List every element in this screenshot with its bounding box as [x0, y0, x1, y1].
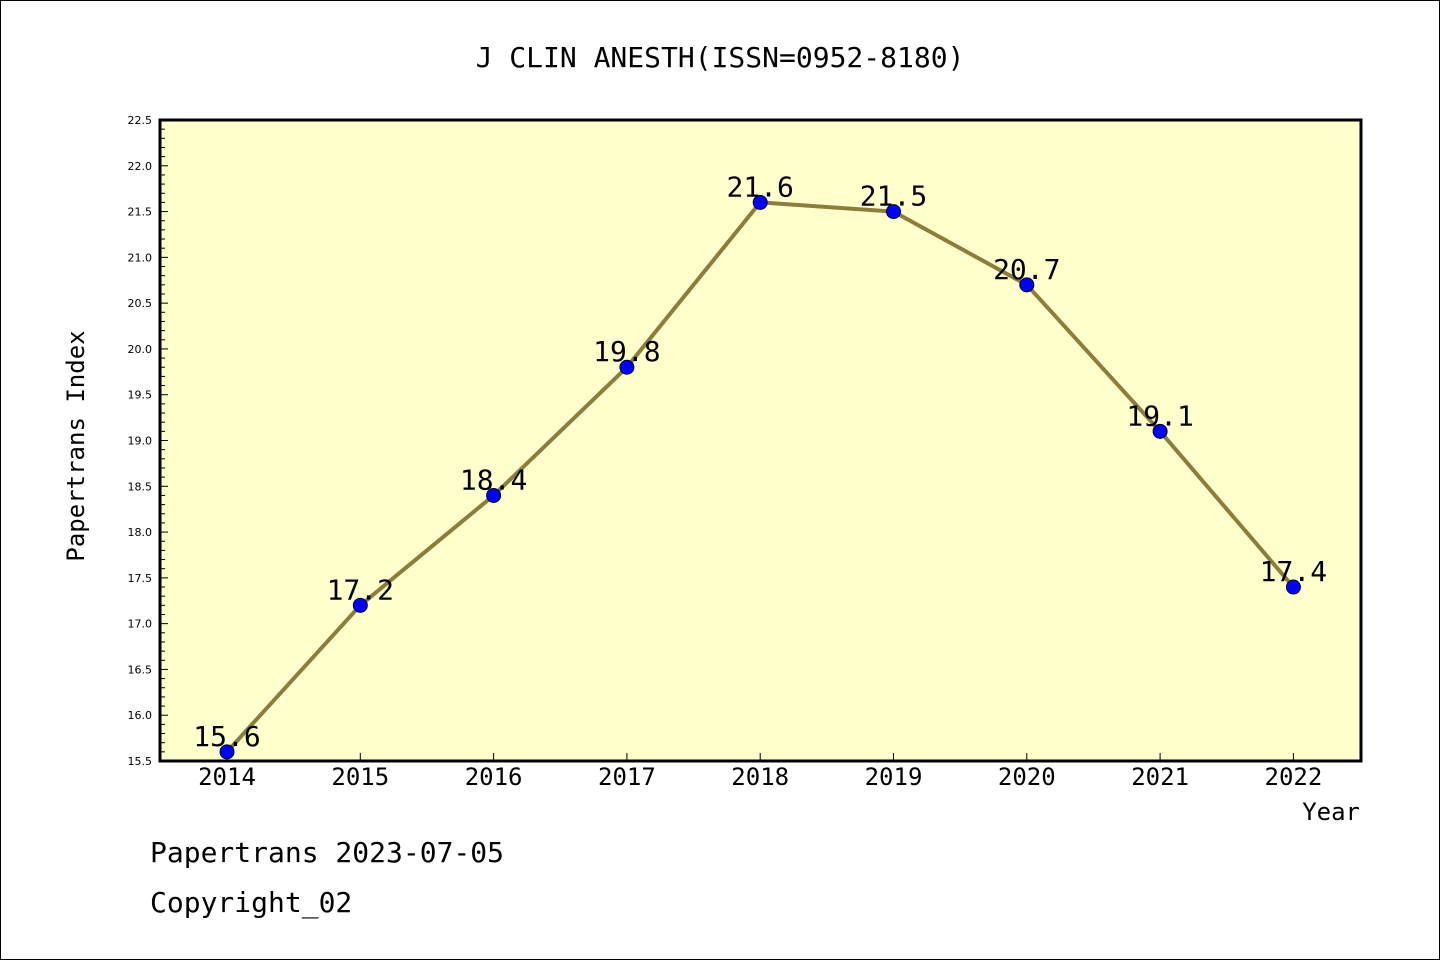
x-tick-label: 2016 — [465, 763, 523, 791]
data-label: 21.6 — [726, 170, 793, 203]
data-label: 19.1 — [1126, 399, 1193, 432]
y-tick-label: 18.0 — [128, 526, 153, 539]
y-tick-label: 20.5 — [128, 297, 153, 310]
x-tick-label: 2021 — [1131, 763, 1189, 791]
plot-area — [158, 118, 1363, 763]
y-tick-label: 19.5 — [128, 389, 153, 402]
x-tick-label: 2019 — [865, 763, 923, 791]
y-tick-label: 17.0 — [128, 618, 153, 631]
y-tick-label: 22.0 — [128, 160, 153, 173]
series-group: 15.6 17.2 18.4 19.8 21.6 21.5 20.7 19.1 17.4 — [193, 170, 1327, 760]
y-tick-label: 17.5 — [128, 572, 153, 585]
x-tick-label: 2015 — [331, 763, 389, 791]
chart-title: J CLIN ANESTH(ISSN=0952-8180) — [476, 41, 965, 74]
footer-date: Papertrans 2023-07-05 — [150, 836, 505, 869]
x-tick-label: 2017 — [598, 763, 656, 791]
x-tick-label: 2022 — [1265, 763, 1323, 791]
x-tick-label: 2020 — [998, 763, 1056, 791]
data-label: 20.7 — [993, 253, 1060, 286]
data-label: 21.5 — [860, 180, 927, 213]
data-point — [352, 597, 368, 613]
y-axis-label: Papertrans Index — [62, 330, 90, 561]
data-point — [1019, 277, 1035, 293]
data-point — [486, 487, 502, 503]
y-axis: 15.5 16.0 16.5 17.0 17.5 18.0 18.5 19.0 19.5 20.0… — [128, 114, 168, 768]
data-point — [219, 744, 235, 760]
y-tick-label: 21.0 — [128, 251, 153, 264]
x-tick-label: 2018 — [731, 763, 789, 791]
data-point — [619, 359, 635, 375]
y-tick-label: 16.5 — [128, 663, 153, 676]
y-tick-label: 16.0 — [128, 709, 153, 722]
data-point — [752, 194, 768, 210]
y-tick-label: 15.5 — [128, 755, 153, 768]
data-point — [1285, 579, 1301, 595]
data-label: 17.4 — [1260, 555, 1327, 588]
data-point — [1152, 423, 1168, 439]
data-label: 18.4 — [460, 463, 527, 496]
y-tick-label: 21.5 — [128, 206, 153, 219]
data-point — [886, 204, 901, 220]
data-label: 19.8 — [593, 335, 660, 368]
footer-copyright: Copyright_02 — [150, 886, 353, 919]
x-axis: 2014 2015 2016 2017 2018 2019 2020 2021 2022 — [198, 753, 1322, 791]
y-tick-label: 20.0 — [128, 343, 153, 356]
x-axis-label: Year — [1302, 798, 1360, 826]
x-tick-label: 2014 — [198, 763, 256, 791]
y-tick-label: 18.5 — [128, 480, 153, 493]
y-tick-label: 19.0 — [128, 435, 153, 448]
data-label: 17.2 — [327, 573, 394, 606]
data-label: 15.6 — [193, 720, 260, 753]
y-tick-label: 22.5 — [128, 114, 153, 127]
